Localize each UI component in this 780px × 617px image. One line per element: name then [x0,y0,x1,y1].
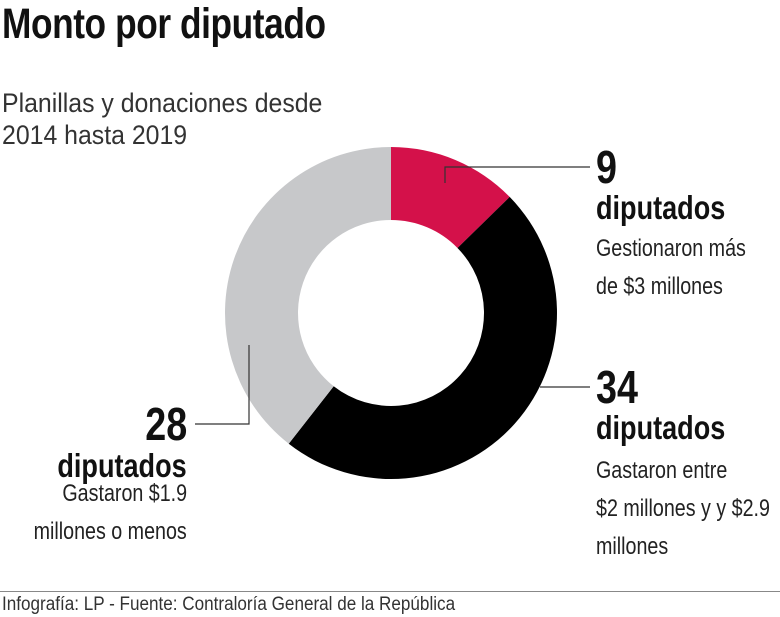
slice-red [391,147,510,248]
label-black-desc-1: Gastaron entre [596,457,728,484]
label-red-unit: diputados [596,189,726,226]
label-black-desc-3: millones [596,533,669,560]
label-gray-desc-2: millones o menos [33,518,187,545]
label-gray-desc-1: Gastaron $1.9 [62,480,187,507]
label-red-desc-2: de $3 millones [596,273,723,300]
chart-title: Monto por diputado [2,0,326,48]
label-black-unit: diputados [596,409,726,446]
leader-line-gray [195,345,250,425]
label-black-number: 34 [596,361,638,413]
slice-black [288,196,557,479]
leader-line-red [444,166,590,183]
label-gray-number: 28 [145,398,187,450]
label-black-desc-2: $2 millones y y $2.9 [596,495,770,522]
source-credit: Infografía: LP - Fuente: Contraloría Gen… [2,594,456,615]
footer-divider [0,591,780,592]
label-gray-unit: diputados [57,447,187,484]
label-red-number: 9 [596,141,617,193]
label-red-desc-1: Gestionaron más [596,235,746,262]
subtitle-line-2: 2014 hasta 2019 [2,120,188,150]
slice-gray [225,147,391,444]
subtitle-line-1: Planillas y donaciones desde [2,88,323,118]
